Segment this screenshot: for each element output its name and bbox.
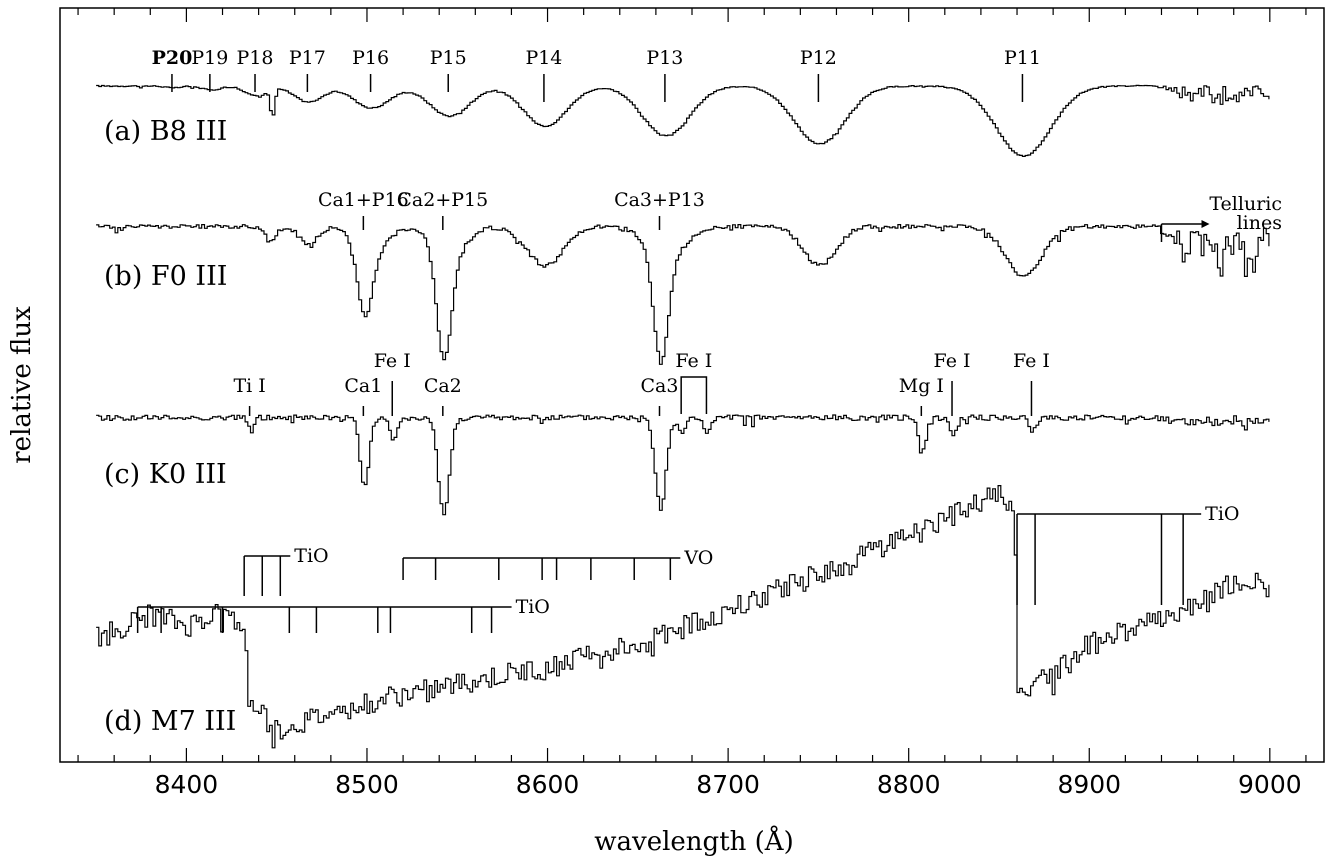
x-tick-label: 8800	[877, 770, 941, 799]
line-label: P14	[525, 47, 562, 69]
x-tick-label: 8900	[1057, 770, 1121, 799]
x-tick-label: 8500	[335, 770, 399, 799]
x-tick-label: 8600	[516, 770, 580, 799]
line-label: Ca1	[344, 375, 382, 397]
spectra-lines	[96, 84, 1270, 749]
line-label: P18	[237, 47, 274, 69]
line-label: Ca1+P16	[318, 189, 409, 211]
series-label: (d) M7 III	[104, 706, 236, 737]
line-label: P12	[800, 47, 837, 69]
series-label: (c) K0 III	[104, 459, 227, 490]
line-label: Fe I	[675, 350, 712, 372]
tio-band-label: TiO	[516, 596, 550, 618]
line-label: P20	[152, 47, 193, 69]
x-axis-label: wavelength (Å)	[594, 825, 793, 857]
spectrum-series	[96, 485, 1270, 749]
y-axis-label: relative flux	[7, 306, 37, 464]
series-labels: (a) B8 III (b) F0 III (c) K0 III (d) M7 III	[104, 116, 236, 737]
line-label: Ca3+P13	[614, 189, 705, 211]
line-label: Fe I	[934, 350, 971, 372]
line-label: Ti I	[233, 375, 265, 397]
spectrum-series	[96, 224, 1270, 365]
x-axis-ticks: 8400 8500 8600 8700 8800 8900 9000	[77, 8, 1307, 799]
arrow-head	[1201, 220, 1210, 228]
x-tick-label: 9000	[1238, 770, 1302, 799]
tio-band-label: TiO	[1205, 503, 1239, 525]
tio-band-label: TiO	[294, 545, 328, 567]
line-label: Ca2+P15	[397, 189, 488, 211]
x-tick-label: 8400	[155, 770, 219, 799]
line-label: P19	[191, 47, 228, 69]
line-label: Fe I	[1013, 350, 1050, 372]
line-label: P17	[289, 47, 326, 69]
line-label: P11	[1004, 47, 1041, 69]
line-label: Ca2	[424, 375, 462, 397]
series-label: (a) B8 III	[104, 116, 227, 147]
spectrum-series	[96, 414, 1270, 516]
vo-band-label: VO	[683, 547, 713, 569]
line-label: Ca3	[641, 375, 679, 397]
x-tick-label: 8700	[696, 770, 760, 799]
line-label: P15	[430, 47, 467, 69]
line-label: P13	[646, 47, 683, 69]
fe-bracket	[680, 376, 708, 414]
line-label: P16	[352, 47, 389, 69]
line-label: Fe I	[374, 350, 411, 372]
spectrum-series	[96, 84, 1270, 157]
line-identifications: P20 P19 P18 P17 P16 P15 P14 P13 P12 P11Ca1+P16Ca2…	[136, 47, 1282, 633]
telluric-label: Telluric	[1209, 193, 1282, 215]
telluric-label: lines	[1237, 212, 1282, 234]
series-label: (b) F0 III	[104, 261, 227, 292]
line-label: Mg I	[899, 375, 944, 397]
